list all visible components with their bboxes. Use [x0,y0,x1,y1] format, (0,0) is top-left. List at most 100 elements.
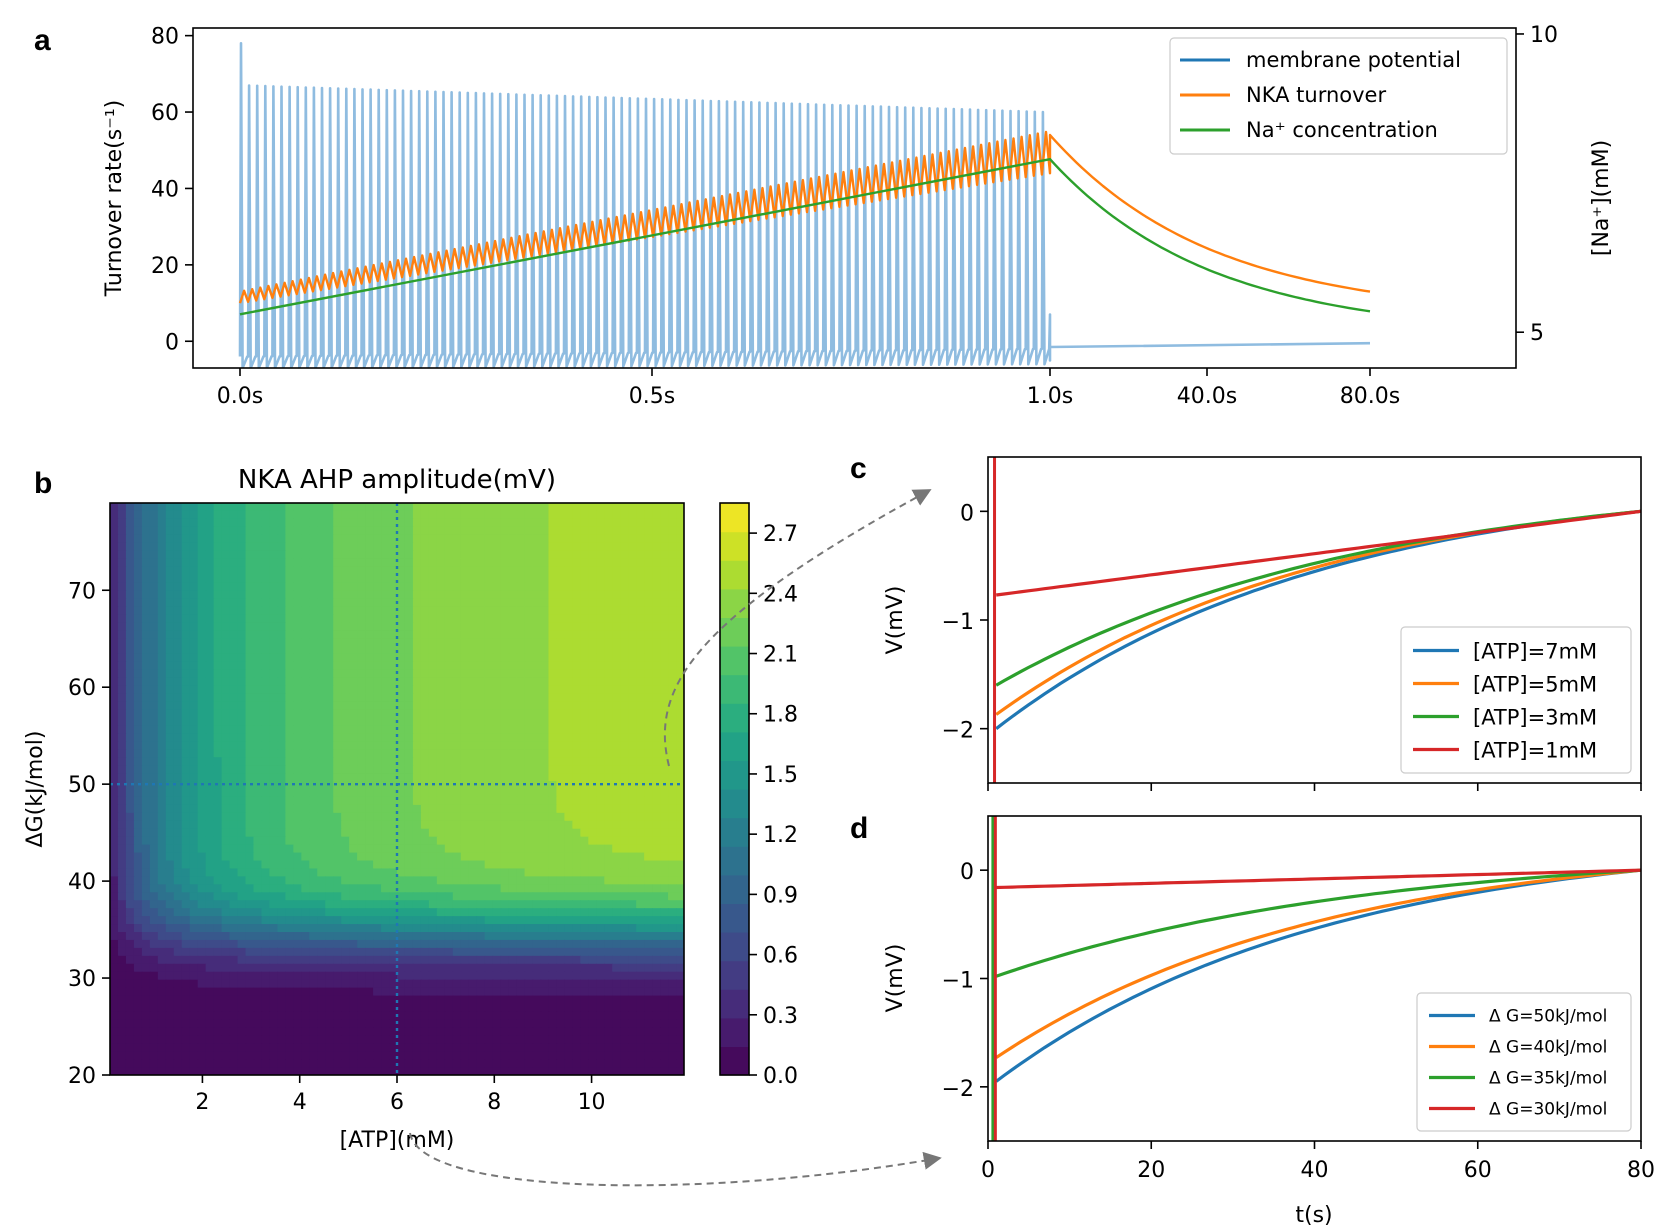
contour-cell [588,955,597,965]
contour-cell [357,717,366,727]
contour-cell [365,503,374,512]
contour-cell [588,685,597,695]
contour-cell [237,1019,247,1028]
contour-cell [548,709,558,719]
contour-cell [436,709,446,719]
contour-cell [548,566,558,576]
contour-cell [213,709,223,719]
contour-cell [229,503,239,512]
contour-cell [652,685,661,695]
contour-cell [317,971,326,981]
contour-cell [173,630,183,639]
contour-cell [548,908,558,917]
contour-cell [205,820,215,830]
contour-cell [149,955,159,965]
contour-cell [476,1043,486,1052]
contour-cell [277,638,286,647]
contour-cell [532,773,542,782]
contour-cell [397,606,406,615]
contour-cell [516,1043,526,1052]
contour-cell [540,757,550,766]
contour-cell [628,963,637,973]
contour-cell [492,661,502,671]
contour-cell [141,908,151,917]
contour-cell [125,1043,135,1052]
contour-cell [197,852,207,862]
contour-cell [452,900,462,909]
contour-cell [157,971,167,981]
contour-cell [492,1019,502,1028]
contour-cell [476,510,486,520]
contour-cell [636,685,645,695]
contour-cell [397,646,406,655]
contour-cell [500,622,510,631]
contour-cell [317,796,326,806]
contour-cell [213,661,223,671]
contour-cell [652,518,661,528]
contour-cell [389,733,398,742]
contour-cell [317,836,326,846]
contour-cell [516,614,526,623]
contour-cell [508,701,518,711]
contour-cell [604,908,613,917]
contour-cell [205,844,215,854]
contour-cell [349,995,358,1005]
contour-cell [349,526,358,536]
contour-cell [516,828,526,838]
contour-cell [676,1011,684,1020]
contour-cell [492,939,502,949]
contour-cell [149,924,159,933]
contour-cell [676,820,684,830]
contour-cell [532,685,542,695]
contour-cell [301,908,310,917]
contour-cell [269,868,279,877]
contour-cell [460,677,470,687]
contour-cell [293,892,302,901]
contour-cell [333,820,342,830]
contour-cell [572,971,581,981]
contour-cell [365,733,374,742]
contour-cell [205,939,215,949]
contour-cell [596,733,605,742]
contour-cell [572,558,581,568]
contour-cell [285,908,294,917]
contour-cell [556,693,566,703]
contour-cell [484,598,494,607]
contour-cell [157,860,167,870]
contour-cell [269,812,279,822]
contour-cell [444,789,454,798]
contour-cell [213,939,223,949]
contour-cell [436,995,446,1005]
contour-cell [133,860,143,870]
contour-cell [229,741,239,750]
contour-cell [556,955,566,965]
contour-cell [349,757,358,766]
contour-cell [365,701,374,711]
contour-cell [221,971,231,981]
contour-cell [452,542,462,552]
contour-cell [652,677,661,687]
contour-cell [293,844,302,854]
contour-cell [133,542,143,552]
contour-cell [357,932,366,941]
contour-cell [197,661,207,671]
contour-cell [373,709,382,719]
contour-cell [540,844,550,854]
contour-cell [588,534,597,544]
contour-cell [652,852,661,862]
contour-cell [317,852,326,862]
contour-cell [245,526,255,536]
contour-cell [181,963,191,973]
contour-cell [644,939,653,949]
contour-cell [229,908,239,917]
contour-cell [325,630,334,639]
contour-cell [556,812,566,822]
contour-cell [253,971,263,981]
contour-cell [110,566,119,576]
contour-cell [652,1019,661,1028]
contour-cell [580,534,589,544]
contour-cell [660,677,669,687]
contour-cell [229,661,239,671]
contour-cell [644,638,653,647]
contour-cell [237,1027,247,1036]
